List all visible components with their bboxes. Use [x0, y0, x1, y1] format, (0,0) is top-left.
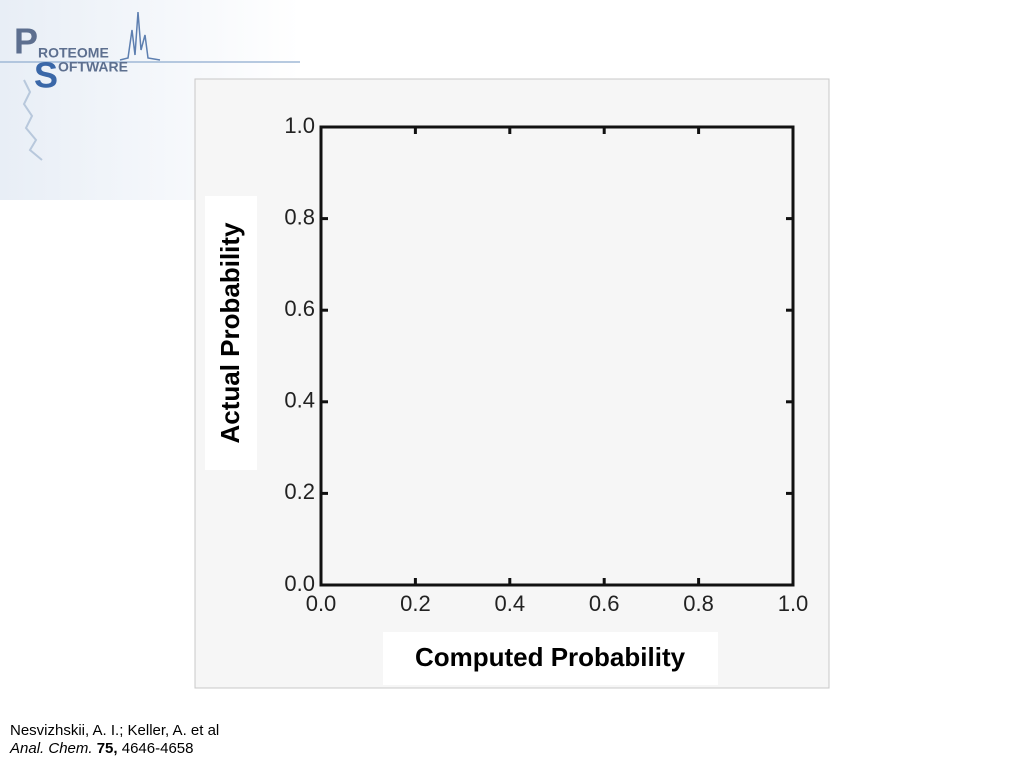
y-tick-label: 0.4 [284, 388, 315, 413]
citation: Nesvizhskii, A. I.; Keller, A. et al Ana… [10, 722, 219, 758]
xlabel-box [383, 632, 718, 685]
citation-source: Anal. Chem. 75, 4646-4658 [10, 740, 219, 758]
citation-authors: Nesvizhskii, A. I.; Keller, A. et al [10, 722, 220, 739]
y-tick-label: 0.0 [284, 571, 315, 596]
logo-spectrum [119, 11, 161, 61]
logo-molecule [22, 79, 43, 161]
plot-frame [319, 125, 795, 587]
x-tick-label: 0.4 [495, 591, 526, 616]
y-tick-label: 0.2 [284, 479, 315, 504]
y-tick-label: 0.8 [284, 204, 315, 229]
citation-journal: Anal. Chem. [10, 740, 93, 757]
ylabel-box [205, 196, 257, 470]
logo-s: S [34, 55, 58, 96]
logo-p: P [14, 21, 38, 62]
y-tick-label: 1.0 [284, 113, 315, 138]
citation-pages: 4646-4658 [121, 740, 194, 757]
x-tick-label: 0.8 [683, 591, 714, 616]
x-tick-label: 0.0 [306, 591, 337, 616]
y-tick-label: 0.6 [284, 296, 315, 321]
x-tick-label: 1.0 [778, 591, 809, 616]
logo-top: ROTEOME [38, 45, 109, 61]
logo-bottom: OFTWARE [58, 59, 128, 75]
x-tick-label: 0.2 [400, 591, 431, 616]
x-tick-label: 0.6 [589, 591, 620, 616]
citation-volume: 75, [96, 740, 118, 757]
y-axis-label: Actual Probability [215, 222, 245, 444]
x-axis-label: Computed Probability [415, 642, 686, 672]
